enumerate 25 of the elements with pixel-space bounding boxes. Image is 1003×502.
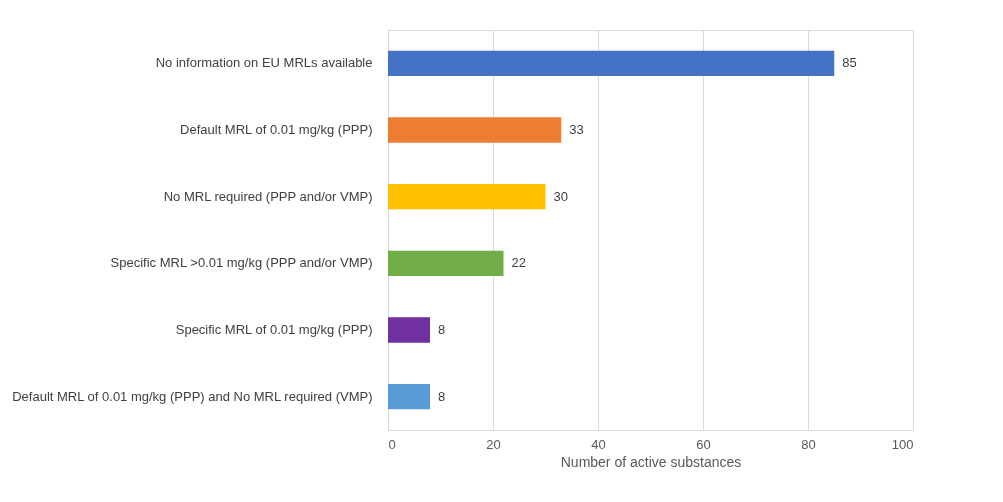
y-tick-label: Specific MRL of 0.01 mg/kg (PPP) [175, 322, 373, 337]
y-tick-label: Specific MRL >0.01 mg/kg (PPP and/or VMP) [110, 255, 373, 271]
x-tick-label: 80 [801, 436, 816, 452]
y-tick-label: No MRL required (PPP and/or VMP) [163, 188, 373, 204]
x-tick-label: 40 [591, 436, 606, 452]
data-label: 85 [842, 55, 857, 71]
bar [388, 384, 430, 410]
data-label: 8 [438, 388, 446, 404]
x-tick-label: 100 [891, 436, 914, 452]
x-tick-label: 60 [696, 436, 711, 452]
data-label: 33 [569, 122, 584, 137]
data-label: 22 [511, 255, 526, 271]
data-label: 30 [553, 188, 568, 204]
bar [388, 317, 430, 343]
bar [388, 117, 562, 143]
x-tick-label: 20 [486, 436, 501, 452]
bar [388, 184, 546, 210]
bar [388, 250, 504, 276]
x-tick-label: 0 [388, 436, 396, 452]
data-label: 8 [438, 322, 446, 337]
y-tick-label: No information on EU MRLs available [155, 55, 373, 71]
y-tick-label: Default MRL of 0.01 mg/kg (PPP) [180, 122, 373, 137]
y-tick-label: Default MRL of 0.01 mg/kg (PPP) and No MRL required (VMP) [12, 388, 373, 404]
x-axis-title: Number of active substances [560, 453, 742, 470]
bar [388, 50, 835, 76]
